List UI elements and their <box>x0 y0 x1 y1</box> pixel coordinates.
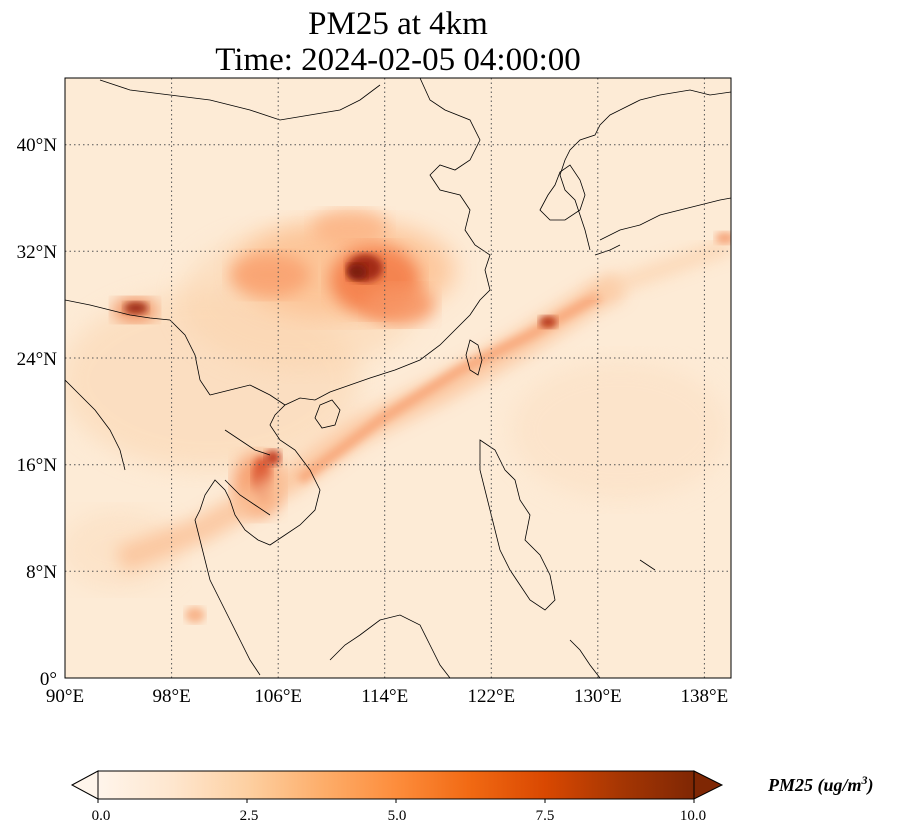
chart-title: PM25 at 4km <box>308 6 488 42</box>
colorbar-label-sup: 3 <box>861 773 868 787</box>
y-tick-label: 16°N <box>17 455 58 476</box>
gridlines <box>65 78 731 678</box>
x-tick-label: 130°E <box>574 686 622 707</box>
x-tick-label: 138°E <box>681 686 729 707</box>
y-tick-label: 24°N <box>17 349 58 370</box>
x-tick-label: 114°E <box>361 686 408 707</box>
y-tick-label: 0° <box>40 669 57 690</box>
colorbar-label: PM25 (ug/m3) <box>768 773 874 796</box>
x-tick-label: 90°E <box>46 686 84 707</box>
colorbar-label-close: ) <box>867 775 874 795</box>
x-tick-label: 106°E <box>254 686 302 707</box>
x-tick-label: 98°E <box>152 686 190 707</box>
colorbar-tick-label: 2.5 <box>240 808 259 824</box>
colorbar-tick-label: 10.0 <box>680 808 706 824</box>
colorbar: 0.0 2.5 5.0 7.5 10.0 <box>70 770 724 824</box>
colorbar-tick-label: 5.0 <box>388 808 407 824</box>
x-tick-label: 122°E <box>467 686 515 707</box>
colorbar-min-extend <box>70 770 99 800</box>
y-tick-label: 8°N <box>26 562 57 583</box>
map-frame <box>64 77 732 679</box>
coastlines <box>65 78 731 678</box>
y-tick-label: 40°N <box>17 135 58 156</box>
colorbar-label-main: PM25 (ug/m <box>768 775 862 795</box>
colorbar-gradient <box>97 770 695 800</box>
chart-subtitle: Time: 2024-02-05 04:00:00 <box>215 42 581 78</box>
colorbar-max-extend <box>693 770 724 800</box>
colorbar-tick-label: 0.0 <box>92 808 111 824</box>
y-tick-label: 32°N <box>17 242 58 263</box>
colorbar-tick-label: 7.5 <box>536 808 555 824</box>
